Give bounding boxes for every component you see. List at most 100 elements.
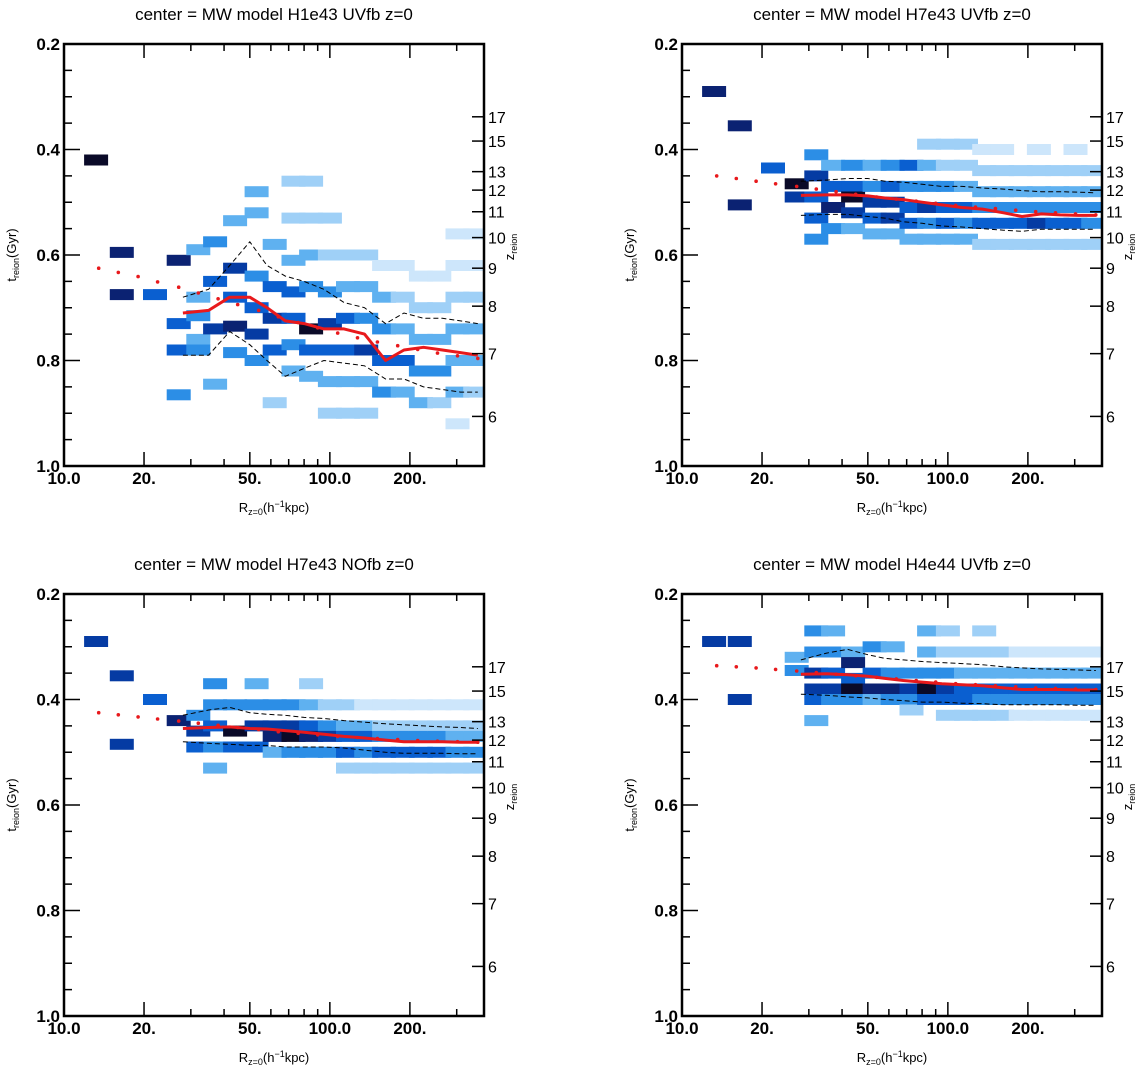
fit-dot	[993, 684, 998, 688]
heatmap-cell	[880, 159, 905, 171]
fit-dot	[814, 670, 819, 675]
fit-dot	[296, 320, 301, 325]
heatmap-cell	[408, 699, 433, 711]
heatmap-cell	[390, 260, 415, 271]
heatmap-cell	[317, 212, 342, 224]
heatmap-cell	[804, 715, 829, 727]
heatmap-cell	[299, 175, 324, 187]
heatmap-cell	[935, 646, 960, 658]
heatmap-cell	[702, 636, 727, 647]
y-tick-label: 0.6	[654, 796, 678, 815]
z-tick-label: 17	[488, 660, 506, 677]
heatmap-cell	[990, 709, 1015, 721]
median-line	[800, 193, 1096, 218]
heatmap-cell	[299, 281, 324, 293]
heatmap-cell	[336, 762, 360, 774]
heatmap-cell	[1045, 165, 1070, 177]
upper-percentile-line	[800, 648, 1096, 671]
z-tick-label: 12	[1106, 733, 1124, 750]
z-tick-label: 9	[1106, 811, 1115, 828]
heatmap-cell	[262, 397, 287, 409]
z-tick-label: 17	[488, 110, 506, 127]
fit-dot	[116, 270, 121, 275]
heatmap-cell	[262, 312, 287, 324]
z-tick-label: 13	[488, 715, 506, 732]
z-tick-label: 10	[488, 781, 506, 798]
heatmap-cell	[1063, 646, 1088, 658]
heatmap-cell	[972, 625, 997, 637]
z-tick-label: 10	[1106, 231, 1124, 248]
upper-percentile-line	[182, 706, 478, 729]
z-tick-label: 9	[488, 811, 497, 828]
heatmap-cell	[463, 386, 484, 398]
z-tick-label: 11	[488, 755, 505, 772]
heatmap-cell	[972, 694, 997, 705]
heatmap-cell	[862, 683, 887, 695]
heatmap-cell	[1063, 217, 1088, 229]
heatmap-cell	[281, 746, 306, 758]
heatmap-cell	[1008, 694, 1033, 705]
lower-percentile-line	[182, 741, 478, 755]
fit-dot	[714, 174, 719, 178]
plot-frame	[680, 42, 1104, 468]
heatmap-cell	[223, 347, 248, 359]
fit-dot	[1053, 686, 1058, 691]
heatmap-cell	[1045, 667, 1070, 679]
heatmap-cell	[841, 207, 866, 219]
fit-dot	[476, 356, 480, 361]
heatmap-cell	[390, 730, 415, 742]
heatmap-cell	[354, 720, 379, 732]
fit-dot	[176, 719, 181, 723]
heatmap-cell	[244, 328, 269, 340]
fit-dot	[315, 326, 320, 330]
heatmap-cell	[427, 333, 452, 345]
heatmap-cell	[990, 238, 1015, 250]
heatmap-cell	[186, 333, 211, 345]
heatmap-cell	[299, 344, 324, 356]
heatmap-cell	[1008, 165, 1033, 177]
heatmap-cell	[445, 323, 470, 335]
z-tick-label: 15	[1106, 134, 1124, 151]
heatmap-cell	[1081, 186, 1102, 198]
x-tick-label: 10.0	[665, 469, 698, 488]
heatmap-cell	[317, 699, 342, 711]
heatmap-cell	[109, 670, 134, 682]
fit-dot	[415, 347, 420, 352]
heatmap-cell	[408, 746, 433, 758]
heatmap-cell	[299, 730, 324, 742]
x-tick-label: 20.	[750, 1019, 774, 1038]
fit-dot	[415, 738, 420, 743]
heatmap-cell	[899, 217, 924, 229]
heatmap-cell	[1026, 709, 1051, 721]
heatmap-cell	[899, 683, 924, 695]
panel-3: center = MW model H7e43 NOfb z=0 10.0 20. 5…	[4, 555, 519, 1067]
heatmap-cell	[841, 180, 866, 192]
heatmap-cell	[841, 672, 866, 684]
heatmap-cell	[354, 762, 379, 774]
fit-dot	[476, 740, 480, 744]
heatmap-cell	[1063, 694, 1088, 705]
heatmap-cell	[445, 291, 470, 303]
heatmap-cell	[186, 741, 211, 753]
heatmap-cell	[408, 270, 433, 282]
x-tick-label: 100.0	[309, 469, 352, 488]
heatmap-cell	[427, 365, 452, 377]
heatmap-cell	[1045, 238, 1070, 250]
z-tick-label: 15	[488, 684, 506, 701]
heatmap-cell	[899, 202, 924, 213]
fit-dot	[734, 176, 739, 181]
y-tick-label: 1.0	[36, 1007, 60, 1026]
fit-dot	[914, 199, 918, 203]
heatmap-cell	[1026, 238, 1051, 250]
panel-title: center = MW model H7e43 NOfb z=0	[134, 555, 414, 574]
heatmap-cell	[223, 741, 248, 753]
y-tick-label: 1.0	[654, 457, 678, 476]
fit-dot	[136, 715, 140, 719]
heatmap-cell	[299, 323, 324, 335]
fit-dot	[176, 285, 181, 290]
heatmap-cell	[804, 646, 829, 658]
heatmap-cell	[727, 199, 752, 211]
heatmap-cell	[1081, 709, 1102, 721]
heatmap-cell	[203, 378, 228, 390]
